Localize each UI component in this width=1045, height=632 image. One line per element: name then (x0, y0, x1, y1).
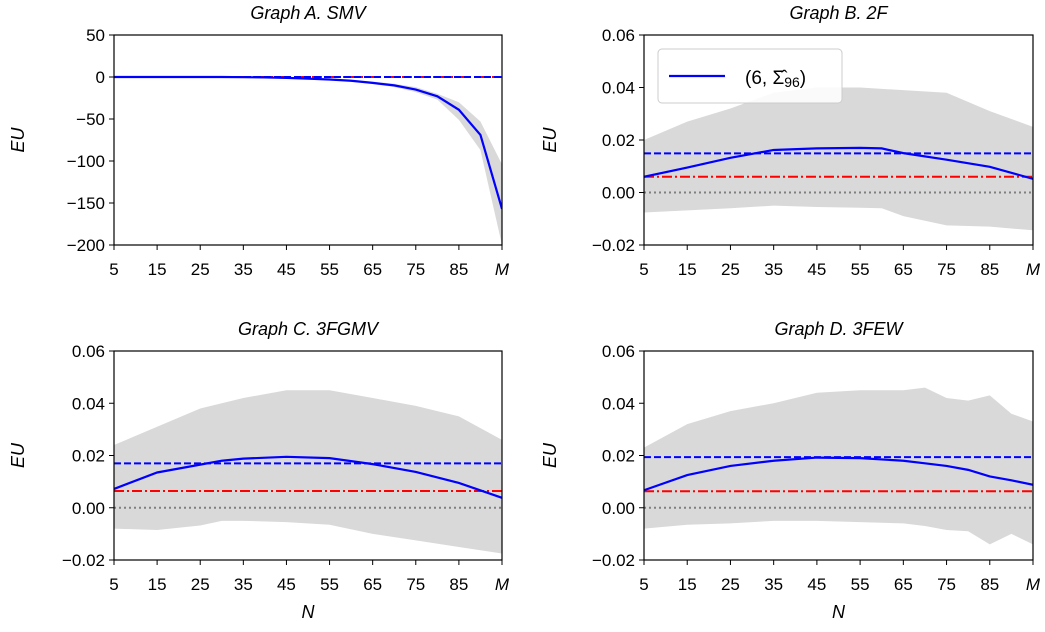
y-tick-label: −0.02 (62, 551, 105, 570)
y-tick-label: −0.02 (592, 551, 635, 570)
y-tick-label: 0.06 (602, 26, 635, 45)
x-tick-label: 55 (851, 575, 870, 594)
panel-c: 0.06 0.04 0.02 0.00 −0.025 15 25 35 45 55 65 75 85 M G… (8, 319, 510, 622)
x-tick-label: 35 (764, 260, 783, 279)
x-tick-label: 55 (320, 260, 339, 279)
x-tick-label: 35 (234, 575, 253, 594)
x-tick-label: 15 (678, 260, 697, 279)
legend-text-sub: 96 (784, 74, 800, 90)
x-tick-label: M (495, 260, 510, 279)
x-tick-label: 25 (191, 575, 210, 594)
chart-title: Graph D. 3FEW (774, 319, 904, 339)
x-tick-label: 75 (937, 260, 956, 279)
x-tick-label: 75 (406, 575, 425, 594)
x-tick-label: 25 (191, 260, 210, 279)
x-tick-label: M (495, 575, 510, 594)
y-tick-label: 0.04 (72, 394, 105, 413)
y-tick-label: 0.02 (72, 447, 105, 466)
x-tick-label: 45 (277, 260, 296, 279)
x-tick-label: 85 (449, 575, 468, 594)
x-tick-label: 25 (721, 260, 740, 279)
x-tick-label: 45 (807, 575, 826, 594)
y-tick-label: 0.00 (602, 184, 635, 203)
x-tick-label: 55 (320, 575, 339, 594)
x-tick-label: 85 (449, 260, 468, 279)
x-tick-label: 65 (894, 260, 913, 279)
series-line (644, 456, 1033, 492)
x-tick-label: 5 (639, 575, 648, 594)
y-tick-label: 0.00 (72, 499, 105, 518)
x-tick-label: 35 (234, 260, 253, 279)
y-axis-label: EU (540, 127, 560, 153)
x-tick-label: 85 (980, 575, 999, 594)
x-tick-label: 5 (109, 575, 118, 594)
y-axis-label: EU (540, 442, 560, 468)
plot-area (114, 75, 502, 245)
legend-text-close: ) (800, 68, 806, 89)
y-tick-label: −0.02 (592, 236, 635, 255)
x-tick-label: 15 (678, 575, 697, 594)
y-axis-label: EU (8, 127, 28, 153)
x-tick-label: 15 (148, 260, 167, 279)
y-tick-label: 0.00 (602, 499, 635, 518)
panel-d: 0.06 0.04 0.02 0.00 −0.025 15 25 35 45 55 65 75 85 M G… (540, 319, 1041, 622)
axes-frame (113, 34, 503, 246)
confidence-band (114, 390, 502, 554)
y-tick-label: 50 (86, 26, 105, 45)
y-tick-label: 0 (96, 68, 105, 87)
y-tick-label: 0.04 (602, 79, 635, 98)
x-tick-label: 25 (721, 575, 740, 594)
y-axis-label: EU (8, 442, 28, 468)
plot-area (644, 387, 1033, 545)
chart-title: Graph B. 2F (789, 3, 888, 23)
x-tick-label: 85 (980, 260, 999, 279)
y-tick-label: −150 (67, 194, 105, 213)
x-tick-label: 75 (937, 575, 956, 594)
x-tick-label: M (1026, 260, 1041, 279)
legend-box (657, 48, 843, 104)
y-tick-label: 0.04 (602, 394, 635, 413)
x-tick-label: 55 (851, 260, 870, 279)
panel-b: 0.06 0.04 0.02 0.00 −0.025 15 25 35 45 55 65 75 85 M G… (540, 3, 1041, 279)
plot-area (644, 87, 1033, 231)
y-tick-label: −50 (76, 110, 105, 129)
x-tick-label: 35 (764, 575, 783, 594)
x-tick-label: M (1026, 575, 1041, 594)
chart-title: Graph A. SMV (250, 3, 367, 23)
series-line (114, 455, 502, 499)
series-line (644, 146, 1033, 180)
x-tick-label: 75 (406, 260, 425, 279)
x-tick-label: 5 (109, 260, 118, 279)
legend: (6, Σ̂96) (657, 48, 843, 104)
confidence-band (644, 87, 1033, 231)
x-tick-label: 65 (363, 260, 382, 279)
legend-label: (6, Σ̂96) (745, 68, 806, 90)
legend-text-main: (6, (745, 68, 772, 89)
x-tick-label: 5 (639, 260, 648, 279)
series-line (114, 75, 502, 210)
y-tick-label: 0.02 (602, 447, 635, 466)
x-axis-label: N (832, 602, 846, 622)
y-tick-label: −200 (67, 236, 105, 255)
chart-title: Graph C. 3FGMV (238, 319, 380, 339)
x-tick-label: 65 (894, 575, 913, 594)
y-tick-label: 0.02 (602, 131, 635, 150)
y-tick-label: 0.06 (602, 342, 635, 361)
y-tick-label: 0.06 (72, 342, 105, 361)
x-tick-label: 45 (807, 260, 826, 279)
confidence-band (644, 387, 1033, 545)
x-tick-label: 15 (148, 575, 167, 594)
confidence-band (114, 77, 502, 245)
x-tick-label: 65 (363, 575, 382, 594)
x-axis-label: N (302, 602, 316, 622)
x-tick-label: 45 (277, 575, 296, 594)
y-tick-label: −100 (67, 152, 105, 171)
plot-area (114, 390, 502, 554)
